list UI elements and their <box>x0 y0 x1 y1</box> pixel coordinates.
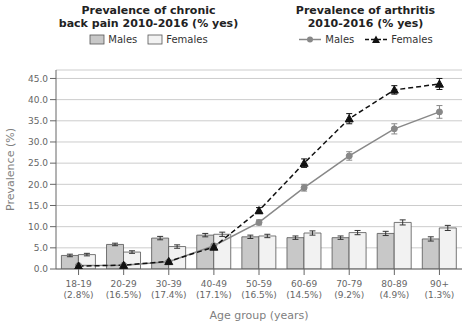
svg-text:20.0: 20.0 <box>28 180 48 190</box>
svg-text:45.0: 45.0 <box>28 74 48 84</box>
html-text:Prevalence of arthritis 2010-2: Prevalence of arthritis 2010-2016 (% yes… <box>295 4 436 30</box>
svg-text:80-89(4.9%): 80-89(4.9%) <box>379 279 409 300</box>
html-text:Prevalence of chronic back pai: Prevalence of chronic back pain 2010-201… <box>58 4 239 30</box>
svg-text:70-79(9.2%): 70-79(9.2%) <box>334 279 364 300</box>
svg-text:40.0: 40.0 <box>28 95 48 105</box>
svg-text:60-69(14.5%): 60-69(14.5%) <box>286 279 322 300</box>
svg-text:20-29(16.5%): 20-29(16.5%) <box>106 279 142 300</box>
svg-text:Age group (years): Age group (years) <box>209 309 308 322</box>
html-text:Females: Females <box>391 34 433 45</box>
html-text:Males: Males <box>108 34 138 45</box>
svg-text:5.0: 5.0 <box>34 243 49 253</box>
svg-text:15.0: 15.0 <box>28 201 48 211</box>
svg-text:50-59(16.5%): 50-59(16.5%) <box>241 279 277 300</box>
svg-text:25.0: 25.0 <box>28 158 48 168</box>
svg-text:18-19(2.8%): 18-19(2.8%) <box>64 279 94 300</box>
html-text:Males: Males <box>325 34 355 45</box>
svg-text:0.0: 0.0 <box>34 264 49 274</box>
svg-text:30.0: 30.0 <box>28 137 48 147</box>
html-text:Females: Females <box>166 34 208 45</box>
svg-text:Prevalence (%): Prevalence (%) <box>8 128 17 211</box>
svg-text:30-39(17.4%): 30-39(17.4%) <box>151 279 187 300</box>
svg-text:10.0: 10.0 <box>28 222 48 232</box>
svg-text:40-49(17.1%): 40-49(17.1%) <box>196 279 232 300</box>
svg-text:35.0: 35.0 <box>28 116 48 126</box>
svg-text:90+(1.3%): 90+(1.3%) <box>424 279 454 300</box>
